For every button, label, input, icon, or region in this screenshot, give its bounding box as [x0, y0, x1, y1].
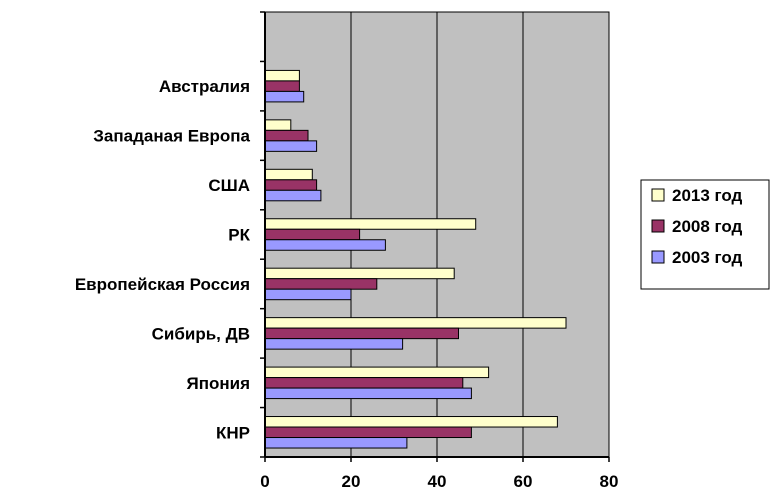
bar-2003-год-6 — [264, 140, 318, 152]
legend-label-2: 2003 год — [672, 248, 743, 267]
bar-2008-год-1 — [264, 377, 464, 389]
x-tick-label-60: 60 — [514, 472, 533, 491]
bar-2003-год-3 — [264, 288, 352, 301]
category-label: Австралия — [159, 77, 250, 96]
category-label: Европейская Россия — [75, 275, 250, 294]
bar-2008-год-7 — [264, 80, 300, 92]
bar-2013-год-4 — [264, 218, 477, 230]
legend-swatch-1 — [651, 219, 665, 233]
x-tick-label-80: 80 — [600, 472, 619, 491]
bar-2013-год-0 — [264, 416, 558, 428]
x-tick-label-0: 0 — [260, 472, 269, 491]
bar-2008-год-6 — [264, 129, 309, 142]
bar-2013-год-6 — [264, 119, 292, 131]
bar-2008-год-3 — [264, 278, 378, 290]
bar-2013-год-7 — [264, 69, 300, 82]
category-label: Сибирь, ДВ — [152, 324, 250, 343]
bar-2003-год-0 — [264, 437, 408, 449]
x-tick-label-20: 20 — [342, 472, 361, 491]
category-label: США — [208, 176, 250, 195]
category-label: Западаная Европа — [93, 127, 250, 146]
bar-2003-год-2 — [264, 338, 404, 350]
bar-2013-год-5 — [264, 168, 313, 181]
category-labels: КНР Япония Сибирь, ДВ Европейская Россия РК С… — [75, 77, 251, 442]
legend-label-0: 2013 год — [672, 186, 743, 205]
bar-2008-год-0 — [264, 426, 472, 439]
bar-2013-год-2 — [264, 317, 567, 329]
category-label: КНР — [216, 423, 250, 442]
bar-2003-год-1 — [264, 387, 472, 400]
x-tick-labels: 0 20 40 60 80 — [260, 472, 618, 491]
bar-2013-год-3 — [264, 267, 455, 280]
bar-2013-год-1 — [264, 366, 490, 379]
bar-2008-год-2 — [264, 327, 459, 340]
legend-swatch-2 — [651, 250, 665, 264]
legend-swatch-0 — [651, 188, 665, 202]
bar-2003-год-7 — [264, 90, 305, 103]
axes — [260, 11, 610, 462]
category-label: РК — [228, 226, 250, 245]
bar-2003-год-4 — [264, 239, 386, 251]
bar-2008-год-4 — [264, 228, 361, 241]
legend-label-1: 2008 год — [672, 217, 743, 236]
bar-2008-год-5 — [264, 179, 318, 191]
x-tick-label-40: 40 — [428, 472, 447, 491]
bar-2003-год-5 — [264, 189, 322, 202]
legend: 2013 год 2008 год 2003 год — [640, 179, 770, 290]
category-label: Япония — [186, 374, 250, 393]
